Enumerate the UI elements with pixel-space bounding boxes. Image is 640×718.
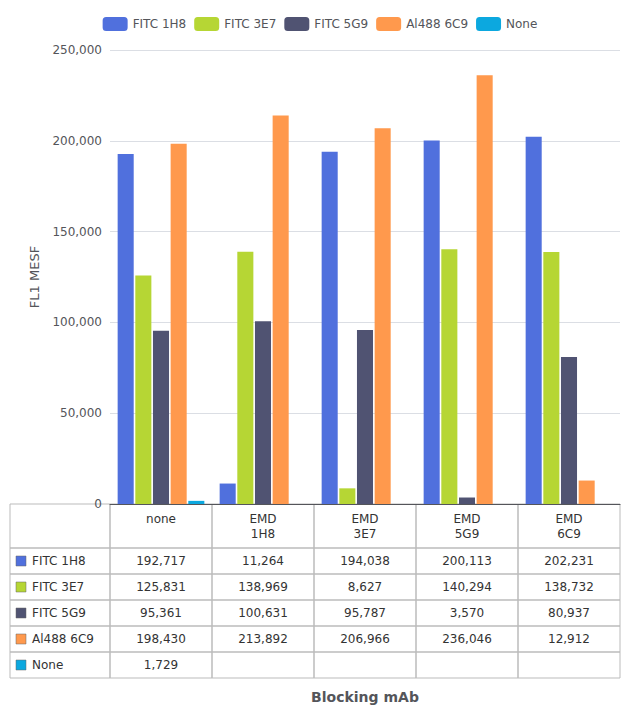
svg-text:198,430: 198,430	[136, 632, 186, 646]
svg-text:EMD: EMD	[351, 512, 378, 526]
svg-text:None: None	[32, 658, 63, 672]
svg-text:194,038: 194,038	[340, 554, 390, 568]
svg-text:FITC 5G9: FITC 5G9	[32, 606, 86, 620]
svg-text:236,046: 236,046	[442, 632, 492, 646]
svg-text:1H8: 1H8	[251, 527, 275, 541]
svg-text:100,000: 100,000	[52, 315, 102, 329]
svg-text:Blocking mAb: Blocking mAb	[311, 689, 419, 705]
svg-text:125,831: 125,831	[136, 580, 186, 594]
svg-text:EMD: EMD	[453, 512, 480, 526]
svg-text:200,113: 200,113	[442, 554, 492, 568]
svg-text:FITC 1H8: FITC 1H8	[32, 554, 86, 568]
svg-text:3E7: 3E7	[354, 527, 377, 541]
svg-text:None: None	[506, 17, 537, 31]
svg-text:206,966: 206,966	[340, 632, 390, 646]
svg-text:FITC 3E7: FITC 3E7	[32, 580, 84, 594]
svg-text:140,294: 140,294	[442, 580, 492, 594]
svg-text:EMD: EMD	[555, 512, 582, 526]
svg-text:none: none	[146, 512, 176, 526]
svg-text:150,000: 150,000	[52, 225, 102, 239]
svg-text:0: 0	[94, 497, 102, 511]
svg-text:202,231: 202,231	[544, 554, 594, 568]
svg-text:213,892: 213,892	[238, 632, 288, 646]
svg-text:3,570: 3,570	[450, 606, 484, 620]
svg-text:250,000: 250,000	[52, 43, 102, 57]
svg-text:FITC 5G9: FITC 5G9	[314, 17, 368, 31]
svg-text:138,732: 138,732	[544, 580, 594, 594]
svg-text:EMD: EMD	[249, 512, 276, 526]
svg-text:FITC 1H8: FITC 1H8	[133, 17, 187, 31]
svg-text:80,937: 80,937	[548, 606, 590, 620]
svg-text:FITC 3E7: FITC 3E7	[224, 17, 276, 31]
svg-text:5G9: 5G9	[455, 527, 480, 541]
svg-text:192,717: 192,717	[136, 554, 186, 568]
svg-text:200,000: 200,000	[52, 134, 102, 148]
svg-text:138,969: 138,969	[238, 580, 288, 594]
svg-text:100,631: 100,631	[238, 606, 288, 620]
svg-text:6C9: 6C9	[557, 527, 581, 541]
svg-text:Al488 6C9: Al488 6C9	[32, 632, 94, 646]
svg-text:11,264: 11,264	[242, 554, 284, 568]
svg-text:50,000: 50,000	[60, 406, 102, 420]
svg-text:FL1 MESF: FL1 MESF	[27, 246, 42, 308]
svg-text:95,361: 95,361	[140, 606, 182, 620]
svg-text:1,729: 1,729	[144, 658, 178, 672]
svg-text:8,627: 8,627	[348, 580, 382, 594]
svg-text:95,787: 95,787	[344, 606, 386, 620]
svg-text:12,912: 12,912	[548, 632, 590, 646]
svg-text:Al488 6C9: Al488 6C9	[406, 17, 468, 31]
